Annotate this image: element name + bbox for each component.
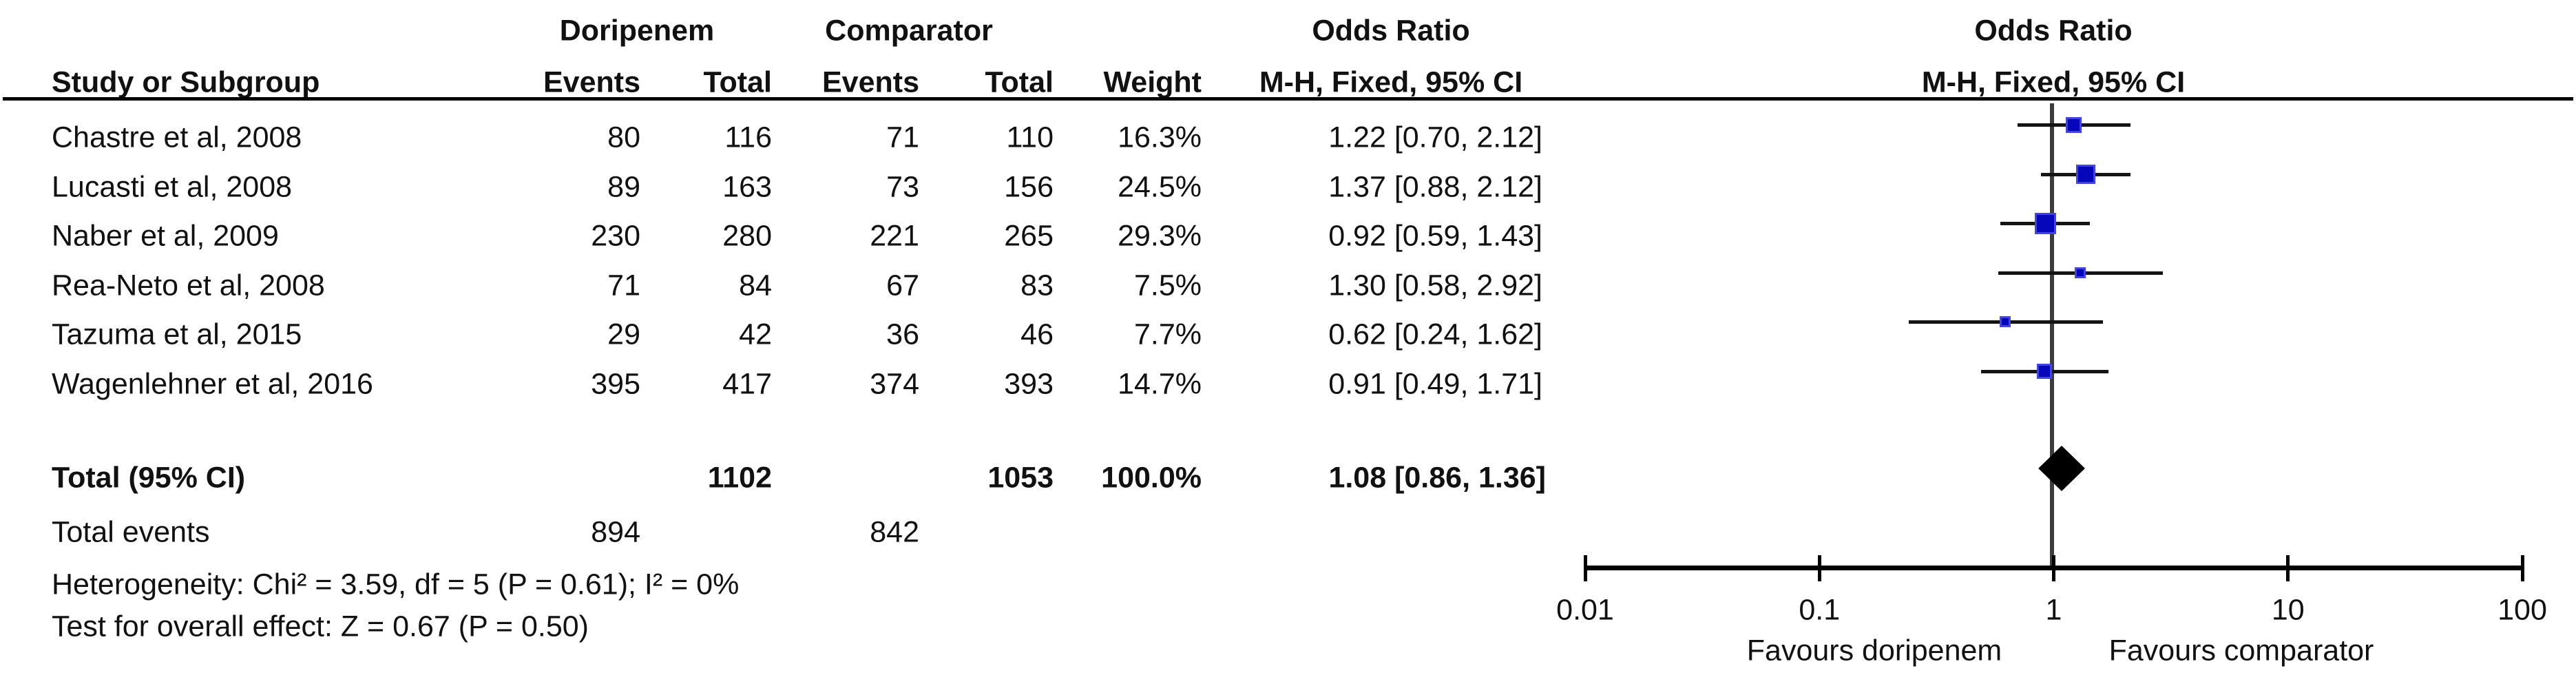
col-ci-header: M-H, Fixed, 95% CI [1259,65,1523,99]
odds-ratio-header: Odds Ratio [1312,14,1470,48]
weight-cell: 24.5% [1118,170,1202,204]
total-events2-value: 842 [870,515,919,549]
doripenem-events-cell: 71 [607,269,640,302]
comparator-events-cell: 71 [886,121,919,154]
or-marker [2066,116,2082,133]
axis-tick-label: 100 [2498,593,2547,627]
study-name: Chastre et al, 2008 [52,121,302,154]
total-events-label: Total events [52,515,210,549]
or-marker [2075,267,2086,278]
or-marker [2036,364,2052,379]
or-marker [2076,165,2096,184]
header-rule [3,97,2573,101]
col-total1-header: Total [703,65,772,99]
group2-header: Comparator [825,14,993,48]
heterogeneity-note: Heterogeneity: Chi² = 3.59, df = 5 (P = … [52,568,740,601]
total-label: Total (95% CI) [52,461,246,495]
ci-text-cell: 0.92 [0.59, 1.43] [1328,219,1542,253]
col-events2-header: Events [821,65,919,99]
doripenem-events-cell: 395 [591,367,640,401]
ci-text-cell: 1.37 [0.88, 2.12] [1328,170,1542,204]
study-name: Wagenlehner et al, 2016 [52,367,373,401]
total-n1-value: 1102 [707,461,772,495]
col-study-header: Study or Subgroup [52,65,320,99]
axis-tick [2052,555,2055,581]
comparator-total-cell: 83 [1020,269,1054,302]
doripenem-total-cell: 42 [739,318,772,351]
favours-right-label: Favours comparator [2108,634,2374,667]
doripenem-events-cell: 29 [607,318,640,351]
col-total2-header: Total [985,65,1054,99]
weight-cell: 29.3% [1118,219,1202,253]
comparator-events-cell: 221 [870,219,919,253]
weight-cell: 7.5% [1133,269,1202,302]
or-marker [2034,212,2056,234]
doripenem-events-cell: 80 [607,121,640,154]
doripenem-total-cell: 280 [722,219,772,253]
comparator-total-cell: 393 [1004,367,1054,401]
doripenem-total-cell: 417 [722,367,772,401]
total-events1-value: 894 [591,515,640,549]
weight-cell: 7.7% [1133,318,1202,351]
axis-tick-label: 10 [2271,593,2305,627]
total-n2-value: 1053 [987,461,1054,495]
or-marker [1999,316,2011,327]
axis-tick [2520,555,2524,581]
ci-text-cell: 0.91 [0.49, 1.71] [1328,367,1542,401]
study-name: Lucasti et al, 2008 [52,170,293,204]
ci-text-cell: 1.22 [0.70, 2.12] [1328,121,1542,154]
group1-header: Doripenem [559,14,715,48]
axis-tick-label: 0.01 [1556,593,1614,627]
weight-cell: 16.3% [1118,121,1202,154]
ci-text-cell: 1.30 [0.58, 2.92] [1328,269,1542,302]
favours-left-label: Favours doripenem [1746,634,2002,667]
col-events1-header: Events [543,65,640,99]
axis-tick [1583,555,1587,581]
comparator-total-cell: 46 [1020,318,1054,351]
doripenem-events-cell: 89 [607,170,640,204]
comparator-total-cell: 110 [1006,121,1054,154]
comparator-events-cell: 67 [886,269,919,302]
doripenem-total-cell: 84 [739,269,772,302]
doripenem-total-cell: 163 [722,170,772,204]
comparator-total-cell: 156 [1004,170,1054,204]
total-diamond [2038,446,2085,491]
ci-text-cell: 0.62 [0.24, 1.62] [1328,318,1542,351]
axis-tick [2286,555,2290,581]
plot-odds-ratio-header: Odds Ratio [1974,14,2133,48]
study-name: Tazuma et al, 2015 [52,318,302,351]
doripenem-events-cell: 230 [591,219,640,253]
axis-tick-label: 1 [2045,593,2062,627]
comparator-events-cell: 374 [870,367,919,401]
comparator-events-cell: 73 [886,170,919,204]
comparator-events-cell: 36 [886,318,919,351]
total-ci-text: 1.08 [0.86, 1.36] [1328,461,1546,495]
comparator-total-cell: 265 [1004,219,1054,253]
no-effect-line [2050,103,2054,566]
overall-effect-note: Test for overall effect: Z = 0.67 (P = 0… [52,610,589,643]
doripenem-total-cell: 116 [724,121,772,154]
study-name: Naber et al, 2009 [52,219,279,253]
total-weight-value: 100.0% [1101,461,1202,495]
axis-tick [1817,555,1821,581]
study-name: Rea-Neto et al, 2008 [52,269,325,302]
axis-tick-label: 0.1 [1799,593,1841,627]
col-weight-header: Weight [1103,65,1202,99]
plot-ci-header: M-H, Fixed, 95% CI [1921,65,2186,99]
weight-cell: 14.7% [1118,367,1202,401]
